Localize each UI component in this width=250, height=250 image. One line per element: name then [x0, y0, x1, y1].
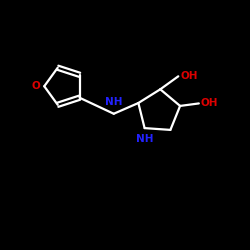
- Text: NH: NH: [105, 97, 122, 107]
- Text: OH: OH: [180, 71, 198, 81]
- Text: O: O: [31, 81, 40, 91]
- Text: NH: NH: [136, 134, 153, 144]
- Text: OH: OH: [201, 98, 218, 108]
